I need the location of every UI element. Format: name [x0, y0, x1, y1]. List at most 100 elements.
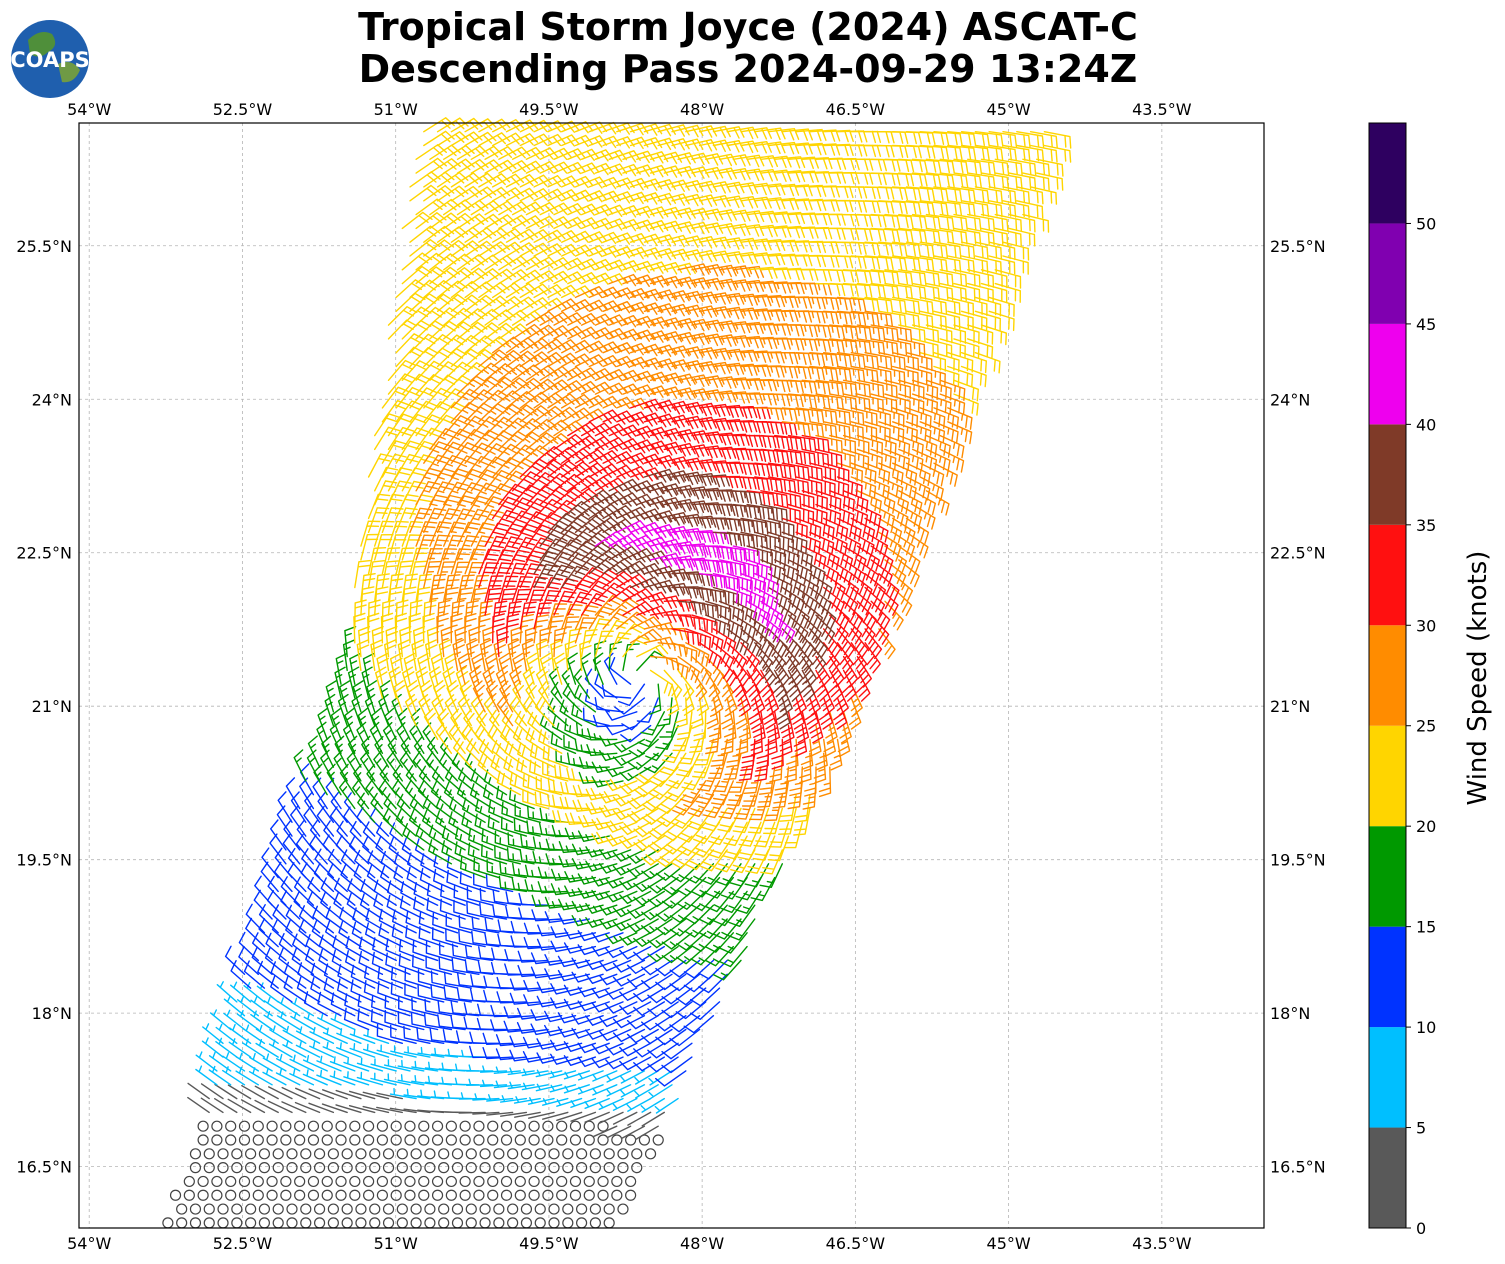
wind-barb — [718, 377, 751, 390]
wind-barb — [947, 131, 977, 147]
wind-barb — [567, 326, 600, 340]
wind-barb — [511, 377, 544, 395]
wind-barb — [417, 1089, 445, 1100]
wind-barb — [591, 1001, 624, 1013]
wind-barb — [594, 672, 618, 699]
wind-barb — [553, 380, 586, 395]
wind-barb — [988, 144, 1017, 162]
wind-barb — [677, 669, 695, 701]
wind-barb — [270, 819, 287, 851]
wind-barb — [436, 599, 451, 630]
wind-barb — [774, 267, 805, 281]
calm-circle — [500, 1134, 513, 1146]
wind-barb — [561, 461, 593, 478]
wind-barb — [988, 131, 1018, 148]
wind-barb — [486, 1111, 514, 1116]
wind-barb — [588, 503, 621, 520]
wind-barb — [787, 434, 817, 452]
wind-barb — [354, 559, 371, 589]
wind-barb — [754, 573, 780, 597]
wind-barb — [905, 352, 933, 372]
wind-barb — [815, 614, 836, 644]
wind-barb — [1016, 144, 1045, 163]
wind-barb — [498, 523, 524, 547]
calm-circle — [355, 1203, 367, 1215]
wind-barb — [767, 476, 797, 494]
wind-barb — [544, 1010, 577, 1023]
calm-circle — [507, 1203, 519, 1215]
wind-barb — [718, 321, 751, 334]
wind-barb — [732, 490, 763, 505]
wind-barb — [397, 639, 411, 672]
wind-barb — [437, 999, 466, 1017]
wind-barb — [833, 697, 848, 730]
wind-barb — [911, 324, 940, 343]
lat-tick-label-right: 22.5°N — [1270, 544, 1326, 563]
wind-barb — [539, 652, 553, 685]
wind-barb — [574, 299, 608, 312]
wind-barb — [685, 458, 717, 473]
wind-barb — [815, 600, 837, 630]
lat-tick-label-left: 22.5°N — [16, 544, 72, 563]
wind-barb — [691, 545, 722, 558]
wind-barb — [801, 434, 830, 453]
wind-barb — [374, 413, 401, 437]
wind-barb — [828, 669, 843, 702]
wind-barb — [737, 683, 752, 716]
wind-barb — [629, 576, 663, 591]
wind-barb — [549, 1084, 577, 1093]
wind-barb — [443, 468, 470, 492]
wind-barb — [525, 378, 558, 395]
wind-barb — [415, 427, 443, 451]
wind-barb — [464, 548, 486, 575]
wind-barb — [626, 863, 659, 878]
wind-barb — [757, 780, 776, 808]
calm-circle — [445, 1189, 457, 1201]
wind-barb — [276, 1053, 301, 1072]
wind-barb — [214, 1098, 238, 1114]
wind-barb — [500, 1111, 528, 1117]
wind-barb — [436, 508, 461, 533]
wind-barb — [454, 626, 467, 658]
wind-barb — [649, 427, 683, 442]
wind-barb — [856, 269, 887, 284]
wind-barb — [636, 644, 669, 658]
calm-circle — [225, 1134, 237, 1146]
wind-barb — [200, 1097, 224, 1114]
wind-barb — [370, 1072, 397, 1086]
wind-barb — [481, 843, 508, 865]
wind-barb — [591, 875, 624, 887]
wind-barb — [412, 954, 439, 975]
wind-barb — [510, 626, 523, 658]
wind-barb — [787, 282, 819, 295]
wind-barb — [436, 612, 449, 644]
wind-barb — [685, 402, 717, 417]
wind-barb — [486, 1094, 514, 1102]
wind-barb — [919, 200, 949, 216]
wind-barb — [605, 778, 638, 792]
wind-barb — [363, 1029, 390, 1044]
wind-barb — [649, 151, 683, 165]
wind-barb — [424, 998, 453, 1017]
wind-barb — [539, 325, 572, 340]
wind-barb — [864, 296, 894, 313]
wind-barb — [756, 738, 770, 769]
wind-barb — [870, 434, 897, 456]
wind-barb — [360, 533, 380, 561]
wind-barb — [511, 146, 545, 160]
calm-circle — [562, 1148, 574, 1160]
wind-barb — [787, 545, 813, 569]
wind-barb — [505, 497, 534, 520]
wind-barb — [711, 780, 734, 806]
colorbar-tick-label: 35 — [1416, 516, 1436, 535]
calm-circle — [404, 1134, 416, 1146]
wind-barb — [415, 534, 437, 561]
wind-barb — [864, 476, 890, 499]
wind-barb — [636, 275, 669, 288]
wind-barb — [823, 462, 850, 483]
wind-barb — [591, 1056, 624, 1069]
wind-barb — [740, 421, 771, 434]
wind-barb — [519, 563, 543, 589]
wind-barb — [484, 469, 513, 492]
wind-barb — [423, 560, 442, 589]
